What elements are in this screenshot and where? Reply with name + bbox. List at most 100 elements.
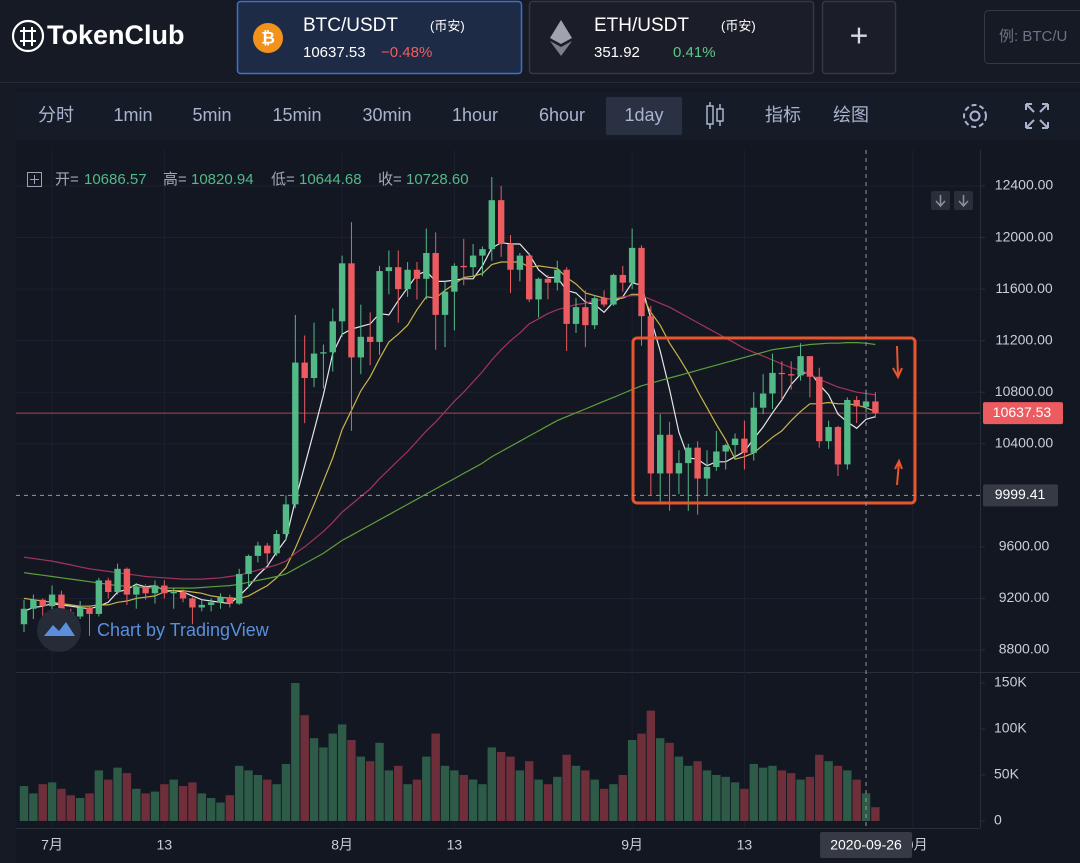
volume-bar (57, 788, 66, 821)
candle-body (235, 573, 243, 604)
candle-body (769, 372, 776, 394)
tab-price: 351.92 (594, 44, 640, 61)
volume-bar (627, 740, 637, 821)
volume-bar (384, 770, 394, 821)
volume-bar (562, 754, 571, 821)
interval-button[interactable]: 5min (192, 105, 231, 125)
candle-body (39, 599, 46, 607)
tab-price: 10637.53 (303, 44, 366, 61)
chart-panel (16, 88, 1080, 863)
tab-eth[interactable]: ETH/USDT (币安) 351.92 0.41% (528, 0, 815, 75)
btc-icon (253, 23, 283, 53)
candle-body (853, 399, 860, 407)
drawing-button[interactable]: 绘图 (833, 105, 869, 125)
candle-body (310, 353, 318, 379)
candle-body (731, 438, 739, 446)
settings-icon[interactable] (963, 104, 987, 128)
logo: TokenClub (11, 19, 185, 53)
axes: 8800.00 9200.00 9600.00 10400.00 10800.00 112… (41, 177, 1053, 853)
volume-bar (843, 770, 852, 821)
gear-outer (963, 104, 987, 128)
candle-body (844, 399, 851, 465)
candle-body (151, 585, 159, 594)
volume-bar (684, 765, 693, 821)
volume-bar (871, 807, 880, 821)
volume-bar (824, 761, 833, 821)
candle-body (825, 427, 832, 442)
candle-body (834, 427, 842, 465)
candle-body (189, 598, 196, 608)
volume-bar (272, 784, 281, 821)
candle-body (282, 504, 290, 534)
candle-body (58, 594, 65, 613)
volume-bar (637, 733, 646, 821)
chart-type-icon[interactable] (706, 102, 724, 129)
search[interactable]: 例: BTC/U (984, 10, 1080, 64)
volume-bar (712, 775, 721, 821)
candle-body (619, 274, 626, 283)
candle-body (170, 592, 177, 594)
candle-body (572, 307, 580, 324)
legend-value: 10820.94 (191, 171, 254, 188)
tab-pair: ETH/USDT (594, 15, 689, 36)
interval-button[interactable]: 1day (624, 105, 663, 125)
candle-body (816, 376, 823, 442)
candle-body (105, 580, 112, 592)
annotation-box (631, 336, 917, 505)
fullscreen-icon[interactable] (1025, 103, 1049, 129)
y-tick-label: 9200.00 (999, 589, 1050, 605)
volume-bar (777, 770, 787, 821)
watermark-logo (37, 608, 81, 652)
tab-change: −0.48% (381, 44, 432, 61)
candle-body (385, 267, 393, 272)
volume-bar (197, 793, 206, 821)
crosshair: 9999.41 10637.53 2020-09-26 (16, 150, 1063, 858)
candle-body (95, 580, 103, 614)
interval-button[interactable]: 1min (113, 105, 152, 125)
search-box[interactable] (984, 10, 1080, 64)
tab-btc[interactable]: ₿ BTC/USDT (币安) 10637.53 −0.48% (236, 0, 523, 75)
candle-body (273, 534, 280, 554)
candle-body (544, 278, 552, 283)
tab-exchange: (币安) (430, 18, 465, 33)
volume-bar (833, 765, 843, 821)
volume-bar (234, 765, 244, 821)
volume-bar (300, 715, 309, 821)
indicators-button[interactable]: 指标 (765, 105, 801, 125)
candle-body (432, 253, 439, 315)
y-tick-label: 10400.00 (995, 434, 1054, 450)
volume-bar (29, 793, 38, 821)
watermark: Chart by TradingView (37, 608, 270, 652)
candle-body (582, 307, 589, 326)
interval-button[interactable]: 30min (362, 105, 411, 125)
volume-bar (796, 779, 805, 821)
tab-background[interactable] (236, 0, 523, 75)
interval-button[interactable]: 6hour (539, 105, 585, 125)
volume-bar (786, 773, 796, 821)
y-tick-label: 12000.00 (995, 228, 1054, 244)
tab-background[interactable] (528, 0, 815, 75)
volume-bar (122, 773, 132, 821)
volume-bar (440, 765, 450, 821)
volume-bar (328, 733, 337, 821)
add-button[interactable] (821, 0, 897, 75)
interval-button[interactable]: 分时 (38, 105, 74, 125)
candle-body (217, 597, 224, 603)
interval-button[interactable]: 15min (272, 105, 321, 125)
volume-bar (160, 784, 169, 821)
volume-bar (553, 776, 562, 821)
volume-pane (19, 683, 880, 821)
candle-body (759, 393, 767, 408)
legend-toggle[interactable] (27, 172, 42, 187)
volume-bar (281, 763, 291, 821)
candle-body (497, 200, 505, 244)
volume-bar (375, 742, 384, 821)
add-tab[interactable]: + (821, 0, 897, 75)
interval-button[interactable]: 1hour (452, 105, 498, 125)
volume-bar (422, 756, 431, 821)
toolbar (16, 92, 1080, 140)
candle-body (207, 602, 215, 605)
candle-body (535, 278, 542, 300)
